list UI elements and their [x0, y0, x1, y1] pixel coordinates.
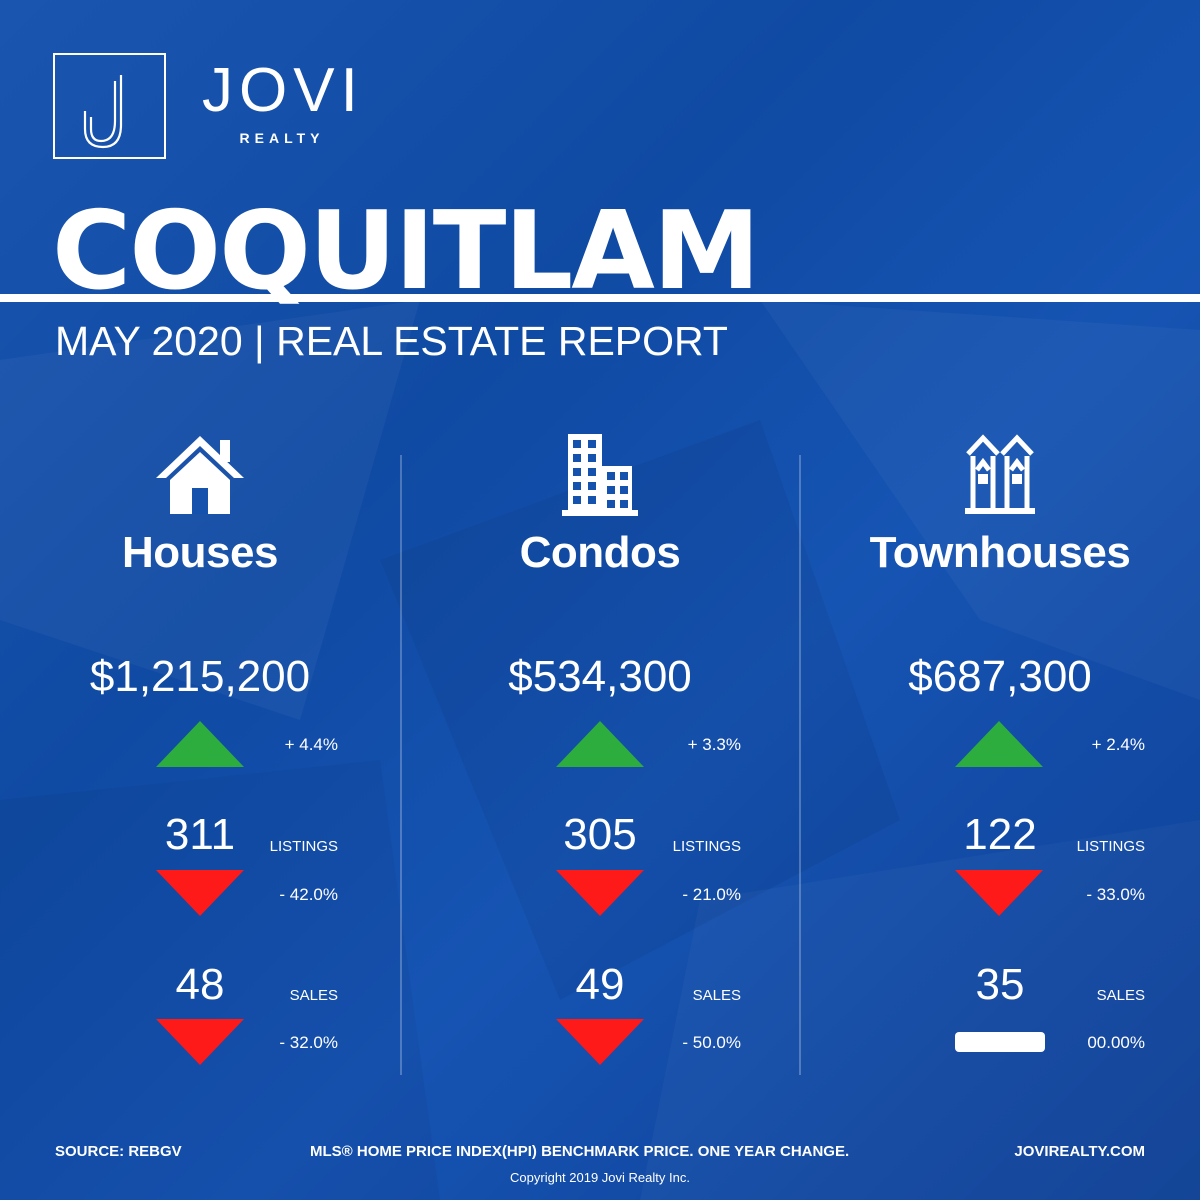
benchmark-price: $687,300	[908, 652, 1092, 701]
benchmark-price: $534,300	[508, 652, 692, 701]
price-change: + 3.3%	[687, 735, 741, 754]
brand-sub: REALTY	[239, 130, 325, 146]
sales-down-arrow-icon	[556, 1019, 644, 1065]
sales-no-change-bar-icon	[955, 1032, 1045, 1052]
townhouse-icon	[965, 434, 1035, 514]
sales-label: SALES	[692, 987, 741, 1004]
price-up-arrow-icon	[955, 721, 1043, 767]
column-divider	[799, 455, 801, 1075]
listings-down-arrow-icon	[556, 870, 644, 916]
listings-change: - 21.0%	[682, 885, 741, 904]
footer-website[interactable]: JOVIREALTY.COM	[1014, 1143, 1145, 1160]
listings-label: LISTINGS	[672, 838, 741, 855]
listings-count: 305	[563, 810, 637, 859]
listings-label: LISTINGS	[1076, 838, 1145, 855]
footer-source: SOURCE: REBGV	[55, 1143, 182, 1160]
column-title: Houses	[122, 528, 278, 577]
brand-name: JOVI	[202, 56, 364, 125]
benchmark-price: $1,215,200	[89, 652, 311, 701]
listings-down-arrow-icon	[955, 870, 1043, 916]
sales-change: - 32.0%	[279, 1033, 338, 1052]
price-up-arrow-icon	[156, 721, 244, 767]
column-townhouses: Townhouses $687,300 + 2.4% 122 LISTINGS …	[800, 430, 1200, 1080]
listings-label: LISTINGS	[269, 838, 338, 855]
sales-change: 00.00%	[1087, 1033, 1145, 1052]
price-change: + 4.4%	[284, 735, 338, 754]
logo-mark	[53, 53, 166, 159]
copyright: Copyright 2019 Jovi Realty Inc.	[510, 1170, 690, 1185]
sales-count: 48	[175, 960, 225, 1009]
footer-note: MLS® HOME PRICE INDEX(HPI) BENCHMARK PRI…	[310, 1143, 850, 1160]
building-icon	[562, 434, 638, 516]
city-title: COQUITLAM	[52, 189, 760, 314]
price-up-arrow-icon	[556, 721, 644, 767]
column-houses: Houses $1,215,200 + 4.4% 311 LISTINGS - …	[0, 430, 400, 1080]
sales-label: SALES	[1096, 987, 1145, 1004]
sales-label: SALES	[289, 987, 338, 1004]
listings-change: - 33.0%	[1086, 885, 1145, 904]
column-title: Condos	[519, 528, 681, 577]
column-condos: Condos $534,300 + 3.3% 305 LISTINGS - 21…	[400, 430, 800, 1080]
listings-change: - 42.0%	[279, 885, 338, 904]
sales-count: 35	[975, 960, 1025, 1009]
price-change: + 2.4%	[1091, 735, 1145, 754]
sales-change: - 50.0%	[682, 1033, 741, 1052]
title-rule	[0, 294, 1200, 302]
column-title: Townhouses	[869, 528, 1131, 577]
listings-down-arrow-icon	[156, 870, 244, 916]
listings-count: 122	[963, 810, 1037, 859]
house-icon	[156, 436, 244, 514]
sales-down-arrow-icon	[156, 1019, 244, 1065]
brand-wordmark: JOVI REALTY	[202, 56, 362, 146]
column-divider	[400, 455, 402, 1075]
logo-j-icon	[83, 75, 123, 149]
report-subtitle: MAY 2020 | REAL ESTATE REPORT	[55, 318, 728, 364]
sales-count: 49	[575, 960, 625, 1009]
listings-count: 311	[164, 810, 236, 859]
